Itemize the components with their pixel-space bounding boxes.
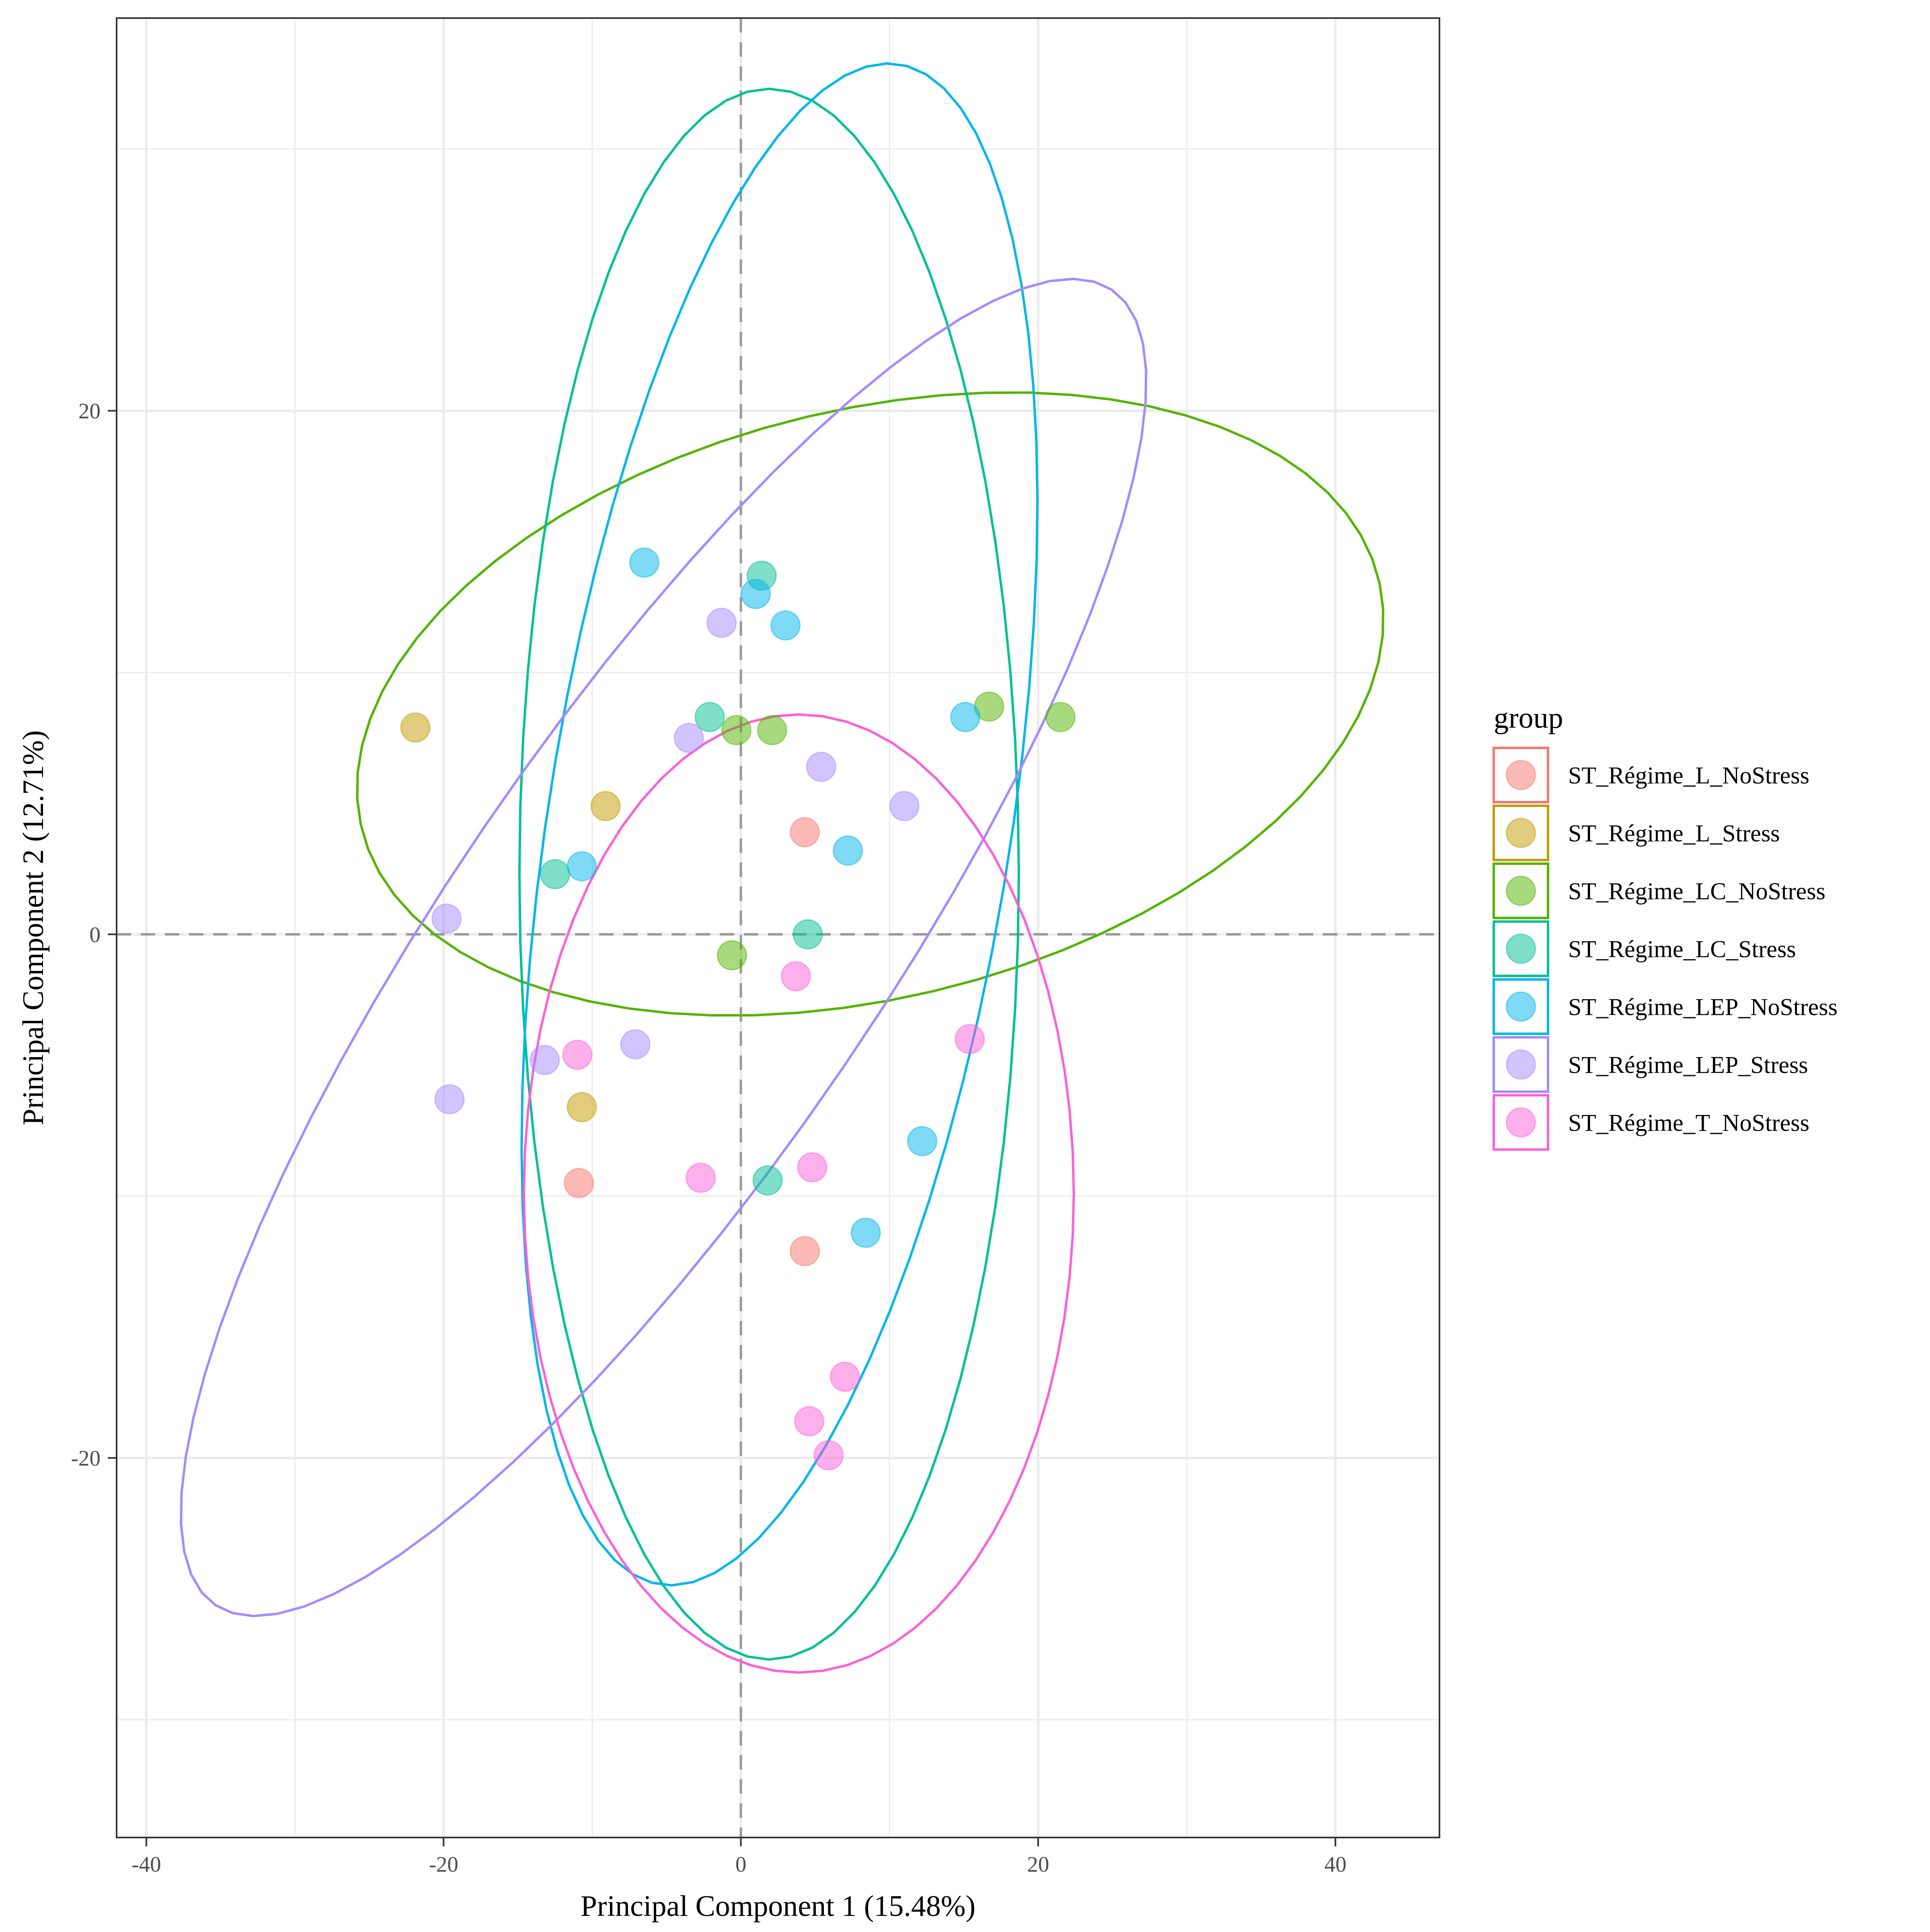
- ellipse-st-r-gime-lc-stress: [518, 87, 1020, 1661]
- point-layer: [400, 547, 1076, 1470]
- point-st-r-gime-lc-nostress: [721, 715, 751, 745]
- x-tick-label: -40: [131, 1852, 161, 1877]
- x-tick-label: 20: [1027, 1852, 1049, 1877]
- y-tick-label: 20: [78, 399, 101, 423]
- point-st-r-gime-lep-stress: [620, 1029, 651, 1059]
- point-st-r-gime-lc-stress: [694, 702, 725, 732]
- point-st-r-gime-t-nostress: [562, 1039, 593, 1070]
- legend-label: ST_Régime_LEP_Stress: [1568, 1052, 1808, 1078]
- legend-label: ST_Régime_L_Stress: [1568, 820, 1780, 847]
- x-tick-label: 40: [1324, 1852, 1347, 1877]
- point-st-r-gime-lep-stress: [434, 1084, 465, 1115]
- legend-key-point: [1506, 992, 1536, 1022]
- legend-key-box: [1493, 978, 1549, 1035]
- point-st-r-gime-lep-nostress: [833, 835, 863, 866]
- point-st-r-gime-t-nostress: [813, 1440, 844, 1470]
- legend-key-point: [1506, 1049, 1536, 1080]
- point-st-r-gime-l-nostress: [564, 1168, 594, 1198]
- point-st-r-gime-lep-nostress: [741, 579, 771, 609]
- legend-label: ST_Régime_T_NoStress: [1568, 1110, 1809, 1136]
- legend-key-box: [1493, 862, 1549, 919]
- point-st-r-gime-lep-nostress: [567, 851, 597, 881]
- point-st-r-gime-lep-nostress: [770, 610, 801, 641]
- y-axis-title: Principal Component 2 (12.71%): [17, 730, 50, 1125]
- legend-item-st-r-gime-lep-stress: ST_Régime_LEP_Stress: [1493, 1036, 1808, 1093]
- legend-item-st-r-gime-lep-nostress: ST_Régime_LEP_NoStress: [1493, 978, 1838, 1035]
- ellipse-st-r-gime-t-nostress: [522, 713, 1075, 1674]
- point-st-r-gime-l-stress: [590, 791, 621, 821]
- point-st-r-gime-lep-stress: [431, 903, 462, 934]
- legend-item-st-r-gime-l-nostress: ST_Régime_L_NoStress: [1493, 747, 1809, 803]
- legend-title: group: [1494, 702, 1563, 735]
- legend-key-point: [1506, 934, 1536, 964]
- legend-label: ST_Régime_L_NoStress: [1568, 762, 1809, 789]
- point-st-r-gime-lc-stress: [752, 1165, 783, 1196]
- ellipse-st-r-gime-lep-nostress: [520, 62, 1039, 1587]
- point-st-r-gime-lc-nostress: [757, 715, 787, 745]
- x-tick-label: -20: [429, 1852, 458, 1877]
- point-st-r-gime-t-nostress: [794, 1406, 825, 1437]
- legend-item-st-r-gime-lc-nostress: ST_Régime_LC_NoStress: [1493, 862, 1825, 919]
- point-st-r-gime-l-nostress: [790, 817, 820, 848]
- point-st-r-gime-lep-nostress: [907, 1126, 938, 1156]
- point-st-r-gime-t-nostress: [955, 1024, 985, 1054]
- legend-items: ST_Régime_L_NoStress ST_Régime_L_Stress ST…: [1493, 747, 1838, 1151]
- legend-key-point: [1506, 876, 1536, 906]
- point-st-r-gime-lep-stress: [806, 751, 836, 782]
- ellipse-st-r-gime-lep-stress: [180, 277, 1148, 1618]
- point-st-r-gime-lep-stress: [706, 608, 737, 638]
- legend-item-st-r-gime-t-nostress: ST_Régime_T_NoStress: [1493, 1094, 1809, 1151]
- y-tick-label: -20: [71, 1446, 101, 1470]
- ellipse-layer: [180, 62, 1384, 1674]
- panel-border: [116, 17, 1440, 1838]
- axis-layer: -40 -20 0 20 40 -20 0 20: [71, 399, 1347, 1877]
- ellipse-st-r-gime-lc-nostress: [356, 391, 1384, 1017]
- point-st-r-gime-lep-nostress: [629, 547, 659, 578]
- point-st-r-gime-t-nostress: [797, 1152, 827, 1183]
- legend-label: ST_Régime_LC_NoStress: [1568, 878, 1825, 905]
- reference-lines: [117, 18, 1439, 1838]
- point-st-r-gime-t-nostress: [686, 1162, 716, 1193]
- point-st-r-gime-lc-stress: [793, 919, 823, 950]
- legend-item-st-r-gime-lc-stress: ST_Régime_LC_Stress: [1493, 920, 1796, 977]
- point-st-r-gime-t-nostress: [829, 1361, 860, 1392]
- legend-label: ST_Régime_LEP_NoStress: [1568, 994, 1838, 1020]
- legend-item-st-r-gime-l-stress: ST_Régime_L_Stress: [1493, 805, 1780, 861]
- x-axis-title: Principal Component 1 (15.48%): [581, 1890, 975, 1923]
- point-st-r-gime-lep-stress: [530, 1045, 560, 1075]
- point-st-r-gime-lep-nostress: [950, 702, 981, 732]
- y-tick-label: 0: [90, 922, 101, 947]
- point-st-r-gime-l-nostress: [790, 1236, 820, 1267]
- legend-key-point: [1506, 760, 1536, 790]
- point-st-r-gime-l-stress: [400, 712, 431, 743]
- point-st-r-gime-t-nostress: [780, 961, 811, 992]
- point-st-r-gime-lep-stress: [889, 791, 920, 821]
- legend-label: ST_Régime_LC_Stress: [1568, 936, 1796, 963]
- point-st-r-gime-l-stress: [567, 1092, 597, 1122]
- legend-key-point: [1506, 1107, 1536, 1137]
- point-st-r-gime-lep-stress: [673, 723, 704, 753]
- legend-key-point: [1506, 818, 1536, 848]
- x-tick-label: 0: [735, 1852, 747, 1877]
- point-st-r-gime-lc-nostress: [717, 940, 747, 971]
- point-st-r-gime-lc-stress: [540, 859, 571, 889]
- point-st-r-gime-lep-nostress: [850, 1218, 881, 1248]
- legend: group ST_Régime_L_NoStress ST_Régime_L_St…: [1493, 702, 1838, 1151]
- point-st-r-gime-lc-nostress: [1045, 702, 1076, 732]
